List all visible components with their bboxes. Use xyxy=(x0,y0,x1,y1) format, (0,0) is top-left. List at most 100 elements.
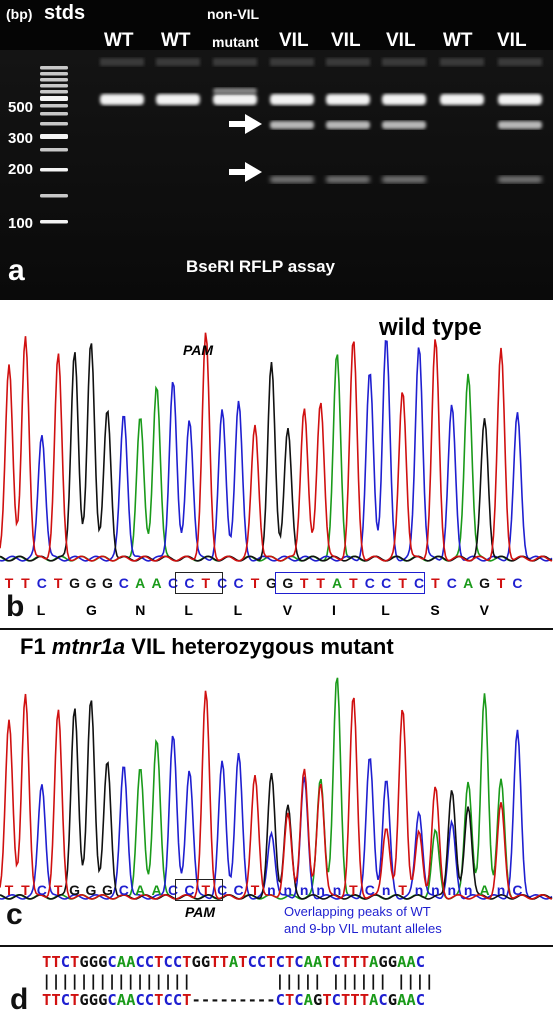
wildtype-chromatogram xyxy=(0,332,553,562)
bp-unit-label: (bp) xyxy=(6,6,33,22)
base-call: G xyxy=(282,575,294,591)
pam-box-c xyxy=(175,879,223,901)
ladder-band xyxy=(40,122,68,126)
base-call: A xyxy=(135,882,146,898)
base-call: T xyxy=(398,575,407,591)
gel-band-500 xyxy=(100,94,144,105)
aligned-base: A xyxy=(406,991,416,1009)
base-call: C xyxy=(36,882,47,898)
mutant-title-suffix: VIL heterozygous mutant xyxy=(125,634,394,659)
amino-acid: V xyxy=(282,602,293,618)
aligned-base: T xyxy=(284,991,295,1009)
ladder-mark-300: 300 xyxy=(8,130,34,147)
base-call: n xyxy=(332,882,342,898)
mutant-title-gene: mtnr1a xyxy=(51,634,126,659)
pam-label-c: PAM xyxy=(185,904,216,920)
aligned-base: A xyxy=(369,991,379,1009)
aligned-base: A xyxy=(228,953,239,971)
aligned-base: G xyxy=(387,991,398,1009)
gel-well xyxy=(213,58,257,66)
lane-label-7: WT xyxy=(443,30,473,51)
base-call: G xyxy=(101,575,113,591)
base-call: C xyxy=(233,882,244,898)
lane-label-5: VIL xyxy=(331,30,361,51)
panel-letter-d: d xyxy=(10,983,29,1016)
aligned-base: T xyxy=(219,953,229,971)
aligned-base: C xyxy=(415,953,426,971)
gel-band-500 xyxy=(156,94,200,105)
aligned-base: T xyxy=(51,953,61,971)
aligned-base: T xyxy=(42,953,52,971)
ladder-band xyxy=(40,84,68,88)
amino-acid: G xyxy=(86,602,97,618)
aligned-base: C xyxy=(135,991,145,1009)
gel-band-cut-upper xyxy=(326,121,370,129)
aligned-base: A xyxy=(312,953,323,971)
gel-band-cut-lower xyxy=(382,176,426,183)
base-call: T xyxy=(53,882,63,898)
base-call: T xyxy=(349,882,358,898)
aligned-base: G xyxy=(88,953,99,971)
overlap-note-line2: and 9-bp VIL mutant alleles xyxy=(284,921,442,936)
base-call: T xyxy=(4,882,14,898)
ladder-band xyxy=(40,112,68,116)
mutant-chromatogram xyxy=(0,677,553,900)
lane-label-1: WT xyxy=(104,30,134,51)
base-call: T xyxy=(250,575,260,591)
aligned-base: G xyxy=(312,991,323,1009)
gel-band-cut-upper xyxy=(498,121,542,129)
base-call: A xyxy=(463,575,474,591)
aligned-base: G xyxy=(79,953,89,971)
aligned-base: G xyxy=(98,953,108,971)
vil-box-b xyxy=(275,572,425,594)
base-call: G xyxy=(69,882,81,898)
gel-image-panel: (bp) stds WT WT non-VIL mutant VIL VIL V… xyxy=(0,0,553,300)
amino-acid: I xyxy=(332,602,336,618)
aligned-base: C xyxy=(144,991,155,1009)
base-call: C xyxy=(446,575,457,591)
mutant-title: F1 mtnr1a VIL heterozygous mutant xyxy=(20,634,394,660)
overlap-note-line1: Overlapping peaks of WT xyxy=(284,904,431,919)
base-call: n xyxy=(447,882,457,898)
aligned-base: C xyxy=(294,953,304,971)
gap: - xyxy=(191,991,201,1009)
aligned-base: A xyxy=(397,991,407,1009)
aligned-base: C xyxy=(172,953,183,971)
ladder-band xyxy=(40,104,68,108)
gap: - xyxy=(210,991,220,1009)
ladder-band xyxy=(40,220,68,224)
aligned-base: G xyxy=(98,991,108,1009)
aligned-base: A xyxy=(126,953,136,971)
gap: - xyxy=(247,991,257,1009)
amino-acid: V xyxy=(479,602,489,618)
aligned-base: C xyxy=(107,991,117,1009)
base-call: n xyxy=(496,882,506,898)
aligned-base: T xyxy=(359,991,370,1009)
aligned-base: C xyxy=(247,953,257,971)
gel-well xyxy=(326,58,370,66)
aligned-base: G xyxy=(79,991,89,1009)
gel-band-extra xyxy=(213,88,257,94)
aligned-base: C xyxy=(331,953,341,971)
base-call: G xyxy=(85,575,97,591)
aligned-base: G xyxy=(200,953,211,971)
trace-T xyxy=(0,690,553,900)
band-arrow-lower xyxy=(229,162,262,182)
gel-band-cut-upper xyxy=(270,121,314,129)
aligned-base: T xyxy=(154,991,164,1009)
trace-G xyxy=(0,343,553,562)
base-call: T xyxy=(201,882,211,898)
base-call: G xyxy=(479,575,491,591)
base-call: T xyxy=(21,882,30,898)
lane-label-2: WT xyxy=(161,30,191,51)
gel-bands xyxy=(100,58,542,183)
aligned-base: T xyxy=(182,991,192,1009)
aligned-base: T xyxy=(182,953,192,971)
base-call: T xyxy=(431,575,440,591)
gap: - xyxy=(238,991,248,1009)
gap: - xyxy=(228,991,239,1009)
ladder-band xyxy=(40,148,68,152)
base-call: n xyxy=(414,882,424,898)
aligned-base: A xyxy=(126,991,136,1009)
